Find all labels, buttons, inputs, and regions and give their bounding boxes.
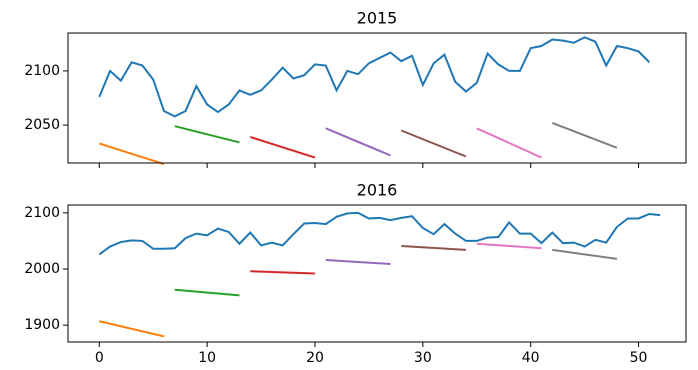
- data-line: [325, 127, 391, 157]
- subplot-title: 2015: [357, 9, 398, 28]
- data-line: [401, 244, 467, 251]
- axes-frame: [67, 204, 687, 343]
- y-tick-label: 2050: [24, 117, 60, 133]
- x-tick-label: 20: [306, 350, 324, 366]
- y-tick-label: 2100: [24, 205, 60, 221]
- y-tick-label: 2100: [24, 63, 60, 79]
- data-line: [552, 248, 618, 260]
- x-tick-label: 40: [522, 350, 540, 366]
- data-line: [174, 125, 240, 144]
- y-tick-label: 1900: [24, 317, 60, 333]
- y-tick-label: 2000: [24, 261, 60, 277]
- data-line: [476, 127, 542, 159]
- data-line: [174, 288, 240, 297]
- x-tick-label: 10: [198, 350, 216, 366]
- data-line: [400, 129, 467, 158]
- data-line: [476, 242, 542, 250]
- data-line: [98, 211, 661, 256]
- data-line: [98, 142, 165, 166]
- data-line: [551, 121, 618, 149]
- data-line: [249, 136, 316, 159]
- x-tick-label: 0: [95, 350, 104, 366]
- subplot-title: 2016: [357, 181, 398, 200]
- data-line: [250, 270, 316, 275]
- x-tick-label: 50: [630, 350, 648, 366]
- x-tick-label: 30: [414, 350, 432, 366]
- data-line: [99, 320, 165, 338]
- axes-frame: [67, 32, 687, 164]
- data-line: [98, 36, 651, 118]
- data-line: [325, 259, 391, 265]
